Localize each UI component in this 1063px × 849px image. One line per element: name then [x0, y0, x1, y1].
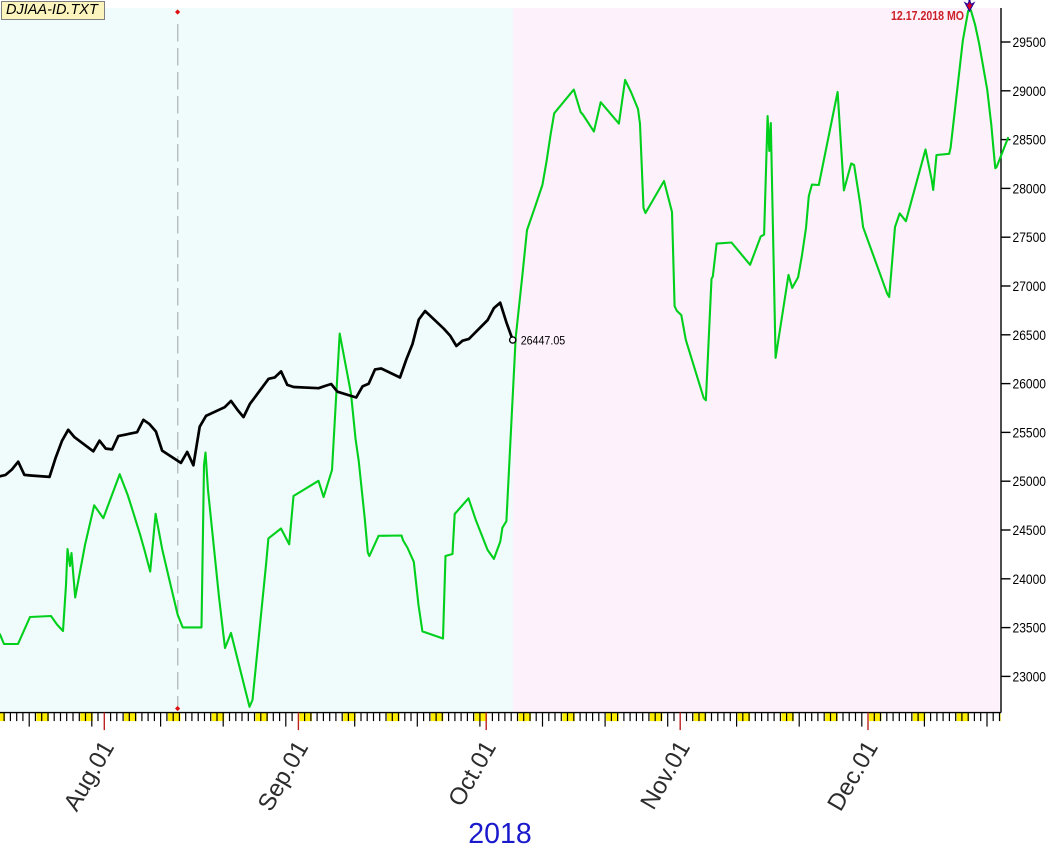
svg-text:23000: 23000 — [1013, 668, 1047, 684]
svg-text:24500: 24500 — [1013, 522, 1047, 538]
svg-text:29000: 29000 — [1013, 83, 1047, 99]
svg-text:12.17.2018 MO: 12.17.2018 MO — [891, 9, 964, 23]
svg-text:29500: 29500 — [1013, 34, 1047, 50]
svg-text:27000: 27000 — [1013, 278, 1047, 294]
svg-text:28000: 28000 — [1013, 180, 1047, 196]
svg-text:25000: 25000 — [1013, 473, 1047, 489]
svg-text:2018: 2018 — [468, 818, 531, 849]
svg-text:28500: 28500 — [1013, 132, 1047, 148]
svg-text:23500: 23500 — [1013, 620, 1047, 636]
svg-text:26500: 26500 — [1013, 327, 1047, 343]
svg-text:25500: 25500 — [1013, 424, 1047, 440]
svg-text:26447.05: 26447.05 — [521, 333, 566, 347]
svg-text:26000: 26000 — [1013, 376, 1047, 392]
svg-text:24000: 24000 — [1013, 571, 1047, 587]
svg-text:27500: 27500 — [1013, 229, 1047, 245]
